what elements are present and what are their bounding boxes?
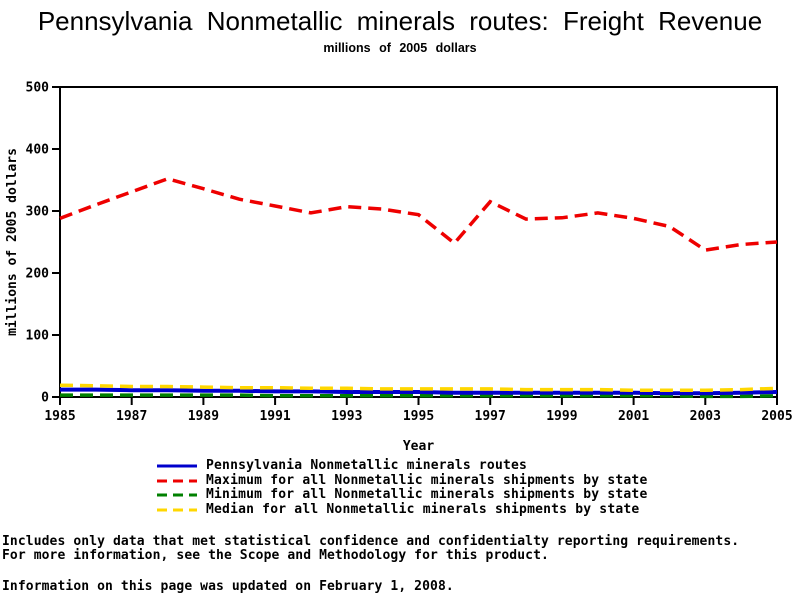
x-tick-label: 1993 [331, 409, 362, 424]
legend-item: Minimum for all Nonmetallic minerals shi… [157, 487, 648, 503]
x-tick-label: 1991 [259, 409, 290, 424]
legend-item: Pennsylvania Nonmetallic minerals routes [157, 458, 647, 474]
footnote-line-1: Includes only data that met statistical … [2, 534, 740, 549]
x-tick-label: 1989 [188, 409, 219, 424]
x-tick-label: 1995 [403, 409, 434, 424]
legend-line-sample-icon [157, 493, 197, 497]
x-tick-label: 1987 [116, 409, 147, 424]
plot-frame [59, 86, 778, 398]
line-chart-plot-area: 0 100 200 300 400 500 1985 1987 1989 1991 1993 1995… [5, 81, 793, 454]
chart-title: Pennsylvania Nonmetallic minerals routes… [37, 6, 763, 36]
legend-label: Median for all Nonmetallic minerals ship… [206, 501, 640, 517]
legend-label: Maximum for all Nonmetallic minerals shi… [206, 472, 648, 488]
series-line-maximum [59, 176, 778, 252]
legend-line-sample-icon [157, 479, 197, 483]
footnote-update-date: Information on this page was updated on … [2, 579, 454, 594]
x-tick-label: 1997 [475, 409, 506, 424]
legend-label: Pennsylvania Nonmetallic minerals routes [206, 458, 528, 473]
chart-subtitle: millions of 2005 dollars [323, 41, 477, 55]
y-tick-label: 100 [26, 329, 50, 344]
x-tick-label: 2003 [690, 409, 721, 424]
legend-line-sample-icon [157, 464, 197, 468]
y-tick-label: 500 [26, 81, 50, 96]
x-tick-label: 1999 [546, 409, 577, 424]
x-tick-label: 2001 [618, 409, 649, 424]
y-tick-label: 300 [26, 205, 50, 220]
x-axis-title: Year [403, 439, 434, 454]
legend-item: Median for all Nonmetallic minerals ship… [157, 501, 647, 518]
y-tick-label: 400 [26, 143, 50, 158]
x-tick-label: 1985 [44, 409, 75, 424]
x-tick-label: 2005 [761, 409, 792, 424]
footnote-line-2: For more information, see the Scope and … [2, 548, 549, 563]
y-tick-label: 0 [41, 391, 49, 406]
chart-legend: Pennsylvania Nonmetallic minerals routes… [157, 458, 648, 518]
legend-label: Minimum for all Nonmetallic minerals shi… [206, 487, 648, 502]
series-line-pennsylvania [60, 387, 778, 396]
y-tick-label: 200 [26, 267, 50, 282]
legend-item: Maximum for all Nonmetallic minerals shi… [157, 472, 648, 489]
legend-line-sample-icon [157, 508, 197, 512]
y-axis-title: millions of 2005 dollars [5, 148, 20, 336]
